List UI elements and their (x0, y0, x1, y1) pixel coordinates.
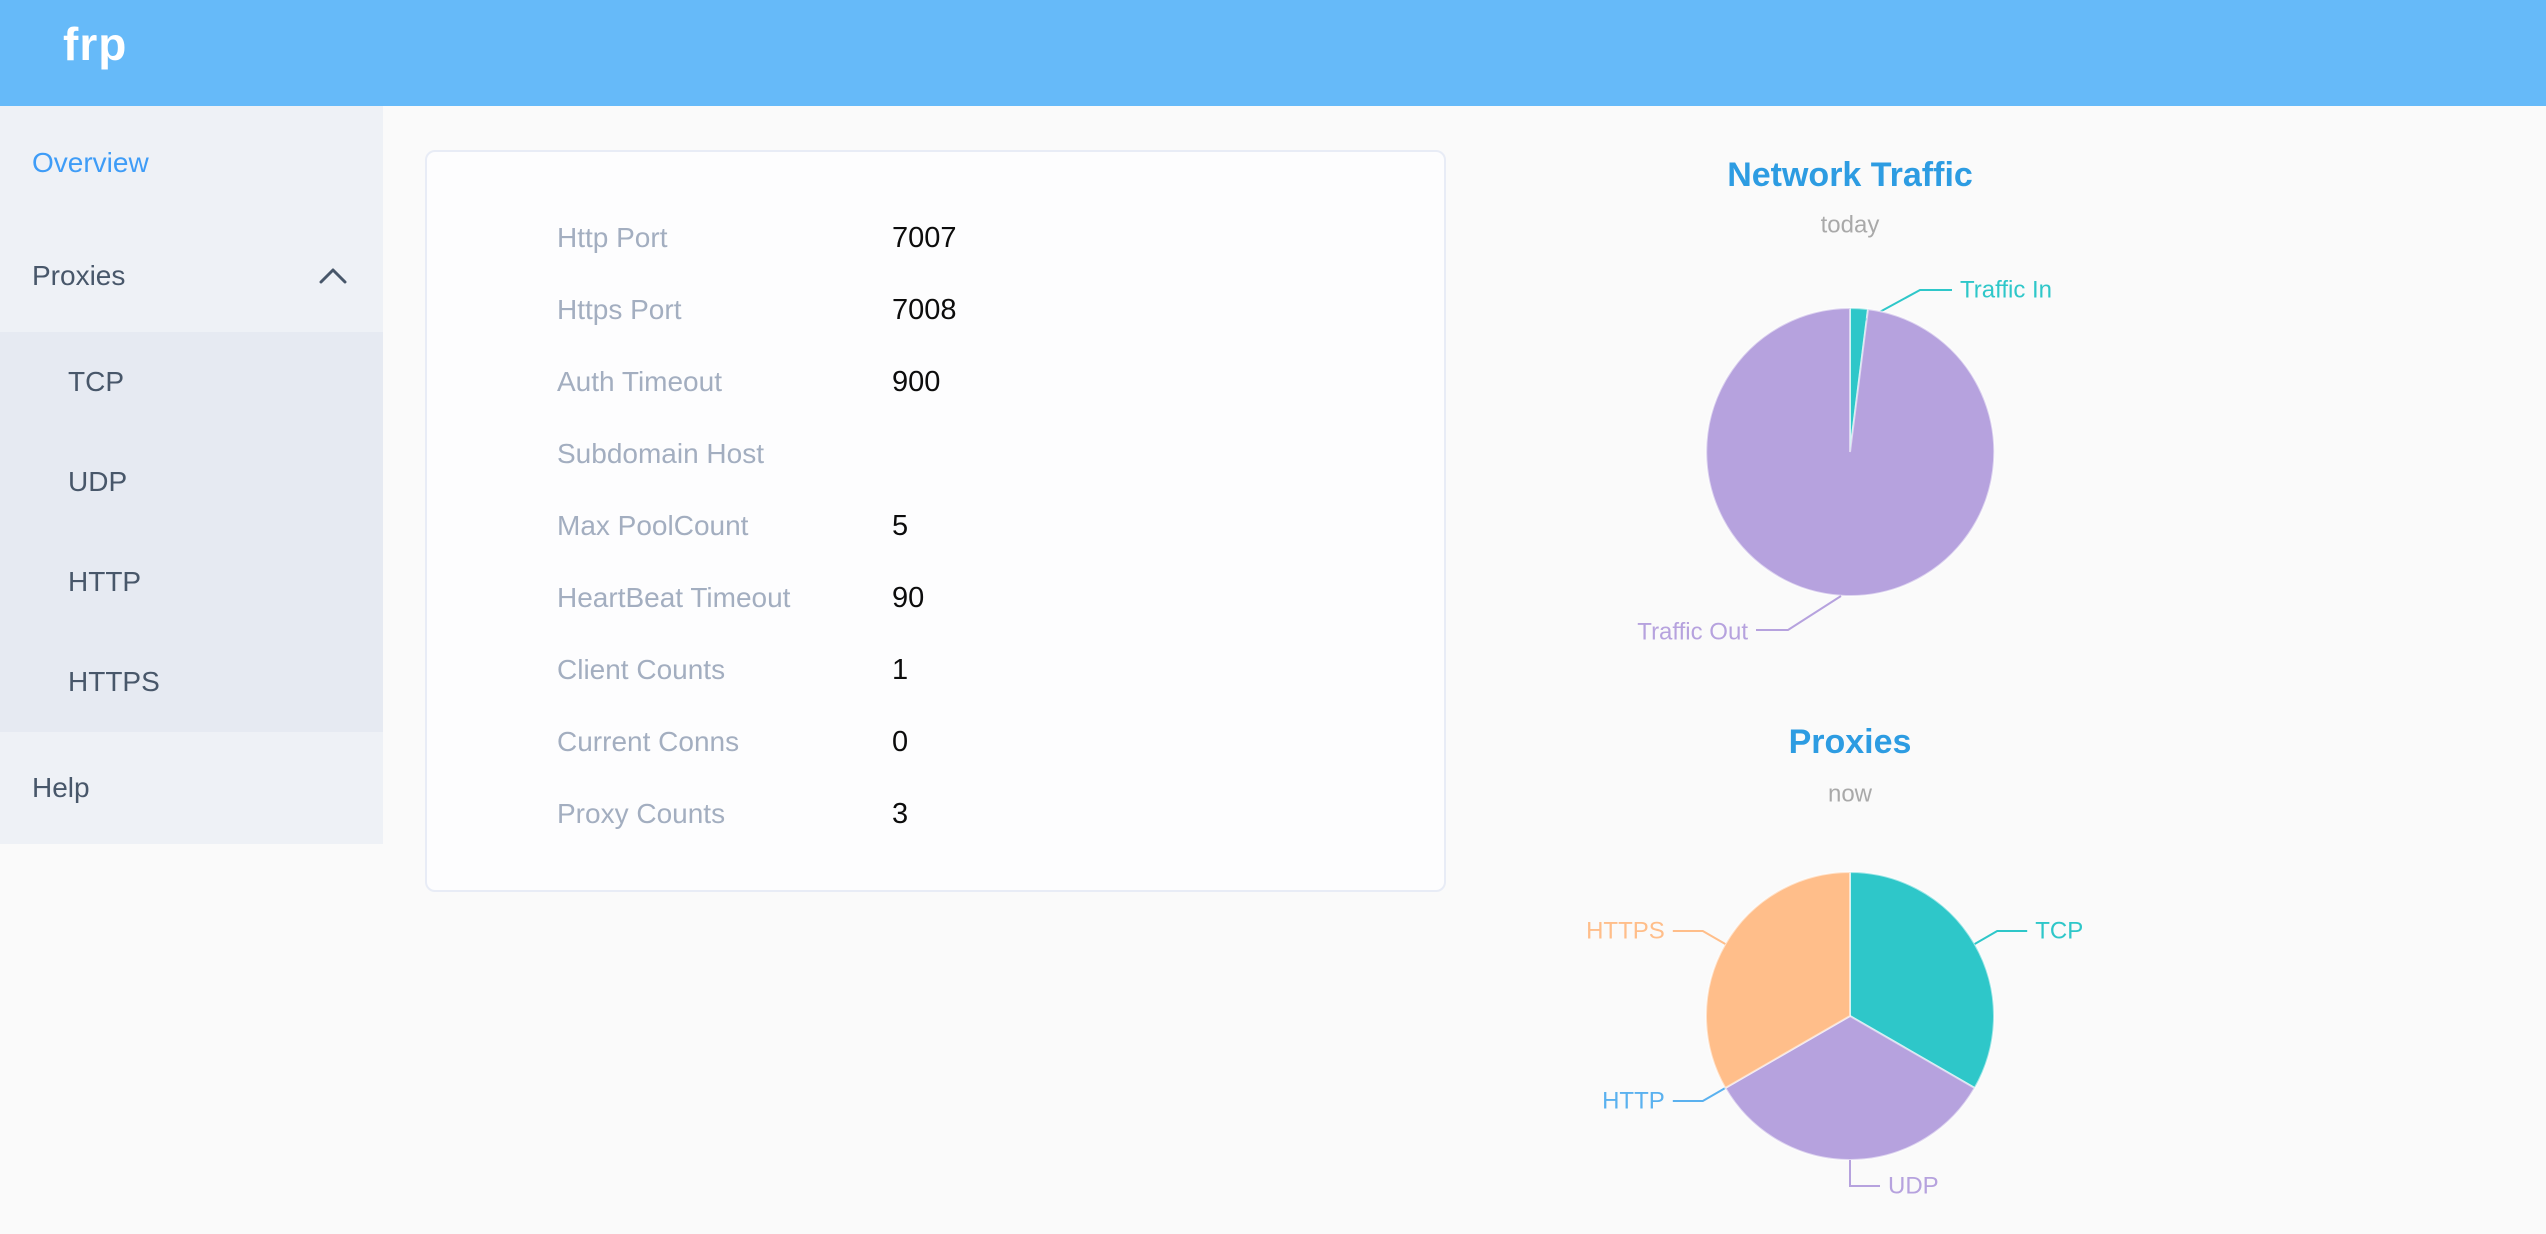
chart-subtitle: now (1828, 781, 1873, 808)
config-row: Https Port 7008 (557, 274, 1444, 346)
sidebar-item-label: Help (32, 772, 90, 803)
proxies-submenu: TCP UDP HTTP HTTPS (0, 332, 383, 732)
config-value: 5 (892, 509, 909, 542)
pie-slice-traffic-out[interactable] (1705, 306, 1996, 597)
sidebar-item-label: UDP (68, 466, 128, 497)
server-config-card: Http Port 7007 Https Port 7008 Auth Time… (425, 150, 1446, 892)
pie-label-line (1756, 595, 1842, 631)
sidebar-item-https[interactable]: HTTPS (0, 632, 383, 732)
top-navbar: frp (0, 0, 2546, 106)
sidebar-item-http[interactable]: HTTP (0, 532, 383, 632)
config-value: 90 (892, 581, 925, 614)
config-row: Auth Timeout 900 (557, 346, 1444, 418)
config-value: 3 (892, 797, 909, 830)
config-label: Current Conns (557, 726, 740, 757)
config-label: HeartBeat Timeout (557, 582, 791, 613)
pie-label-line (1672, 930, 1726, 945)
sidebar-item-label: HTTPS (68, 666, 160, 697)
chart-title: Proxies (1789, 723, 1912, 761)
config-row: HeartBeat Timeout 90 (557, 562, 1444, 634)
pie-label-line (1672, 1087, 1726, 1102)
config-row: Current Conns 0 (557, 706, 1444, 778)
config-label: Auth Timeout (557, 366, 722, 397)
sidebar-item-overview[interactable]: Overview (0, 106, 383, 220)
sidebar-item-label: Proxies (32, 260, 126, 291)
frp-logo: frp (63, 18, 128, 70)
proxies-chart: Proxies now TCP UDP HTTP HTTPS (1586, 723, 2083, 1200)
config-row: Proxy Counts 3 (557, 778, 1444, 850)
pie-label-udp: UDP (1888, 1173, 1939, 1200)
pie-label-https: HTTPS (1586, 918, 1665, 945)
sidebar-item-udp[interactable]: UDP (0, 432, 383, 532)
pie-label-tcp: TCP (2035, 918, 2083, 945)
sidebar-item-label: TCP (68, 366, 124, 397)
pie-label-traffic-in: Traffic In (1960, 277, 2052, 304)
pie-slice-udp[interactable] (1723, 1014, 1977, 1161)
sidebar-item-tcp[interactable]: TCP (0, 332, 383, 432)
config-row: Http Port 7007 (557, 202, 1444, 274)
config-label: Https Port (557, 294, 682, 325)
pie-label-line (1864, 289, 1952, 321)
config-row: Subdomain Host (557, 418, 1444, 490)
sidebar: Overview Proxies TCP UDP HTTP HTTPS Help (0, 106, 383, 844)
config-label: Proxy Counts (557, 798, 726, 829)
config-value: 0 (892, 725, 909, 758)
pie-slice-https[interactable] (1705, 870, 1851, 1090)
pie-label-line (1974, 930, 2028, 945)
config-label: Max PoolCount (557, 510, 749, 541)
config-row: Client Counts 1 (557, 634, 1444, 706)
config-label: Http Port (557, 222, 668, 253)
pie-slice-tcp[interactable] (1849, 870, 1995, 1090)
sidebar-item-help[interactable]: Help (0, 732, 383, 844)
sidebar-item-label: HTTP (68, 566, 142, 597)
config-value: 7008 (892, 293, 957, 326)
config-label: Subdomain Host (557, 438, 765, 469)
pie-label-http: HTTP (1602, 1088, 1665, 1115)
config-row: Max PoolCount 5 (557, 490, 1444, 562)
config-value: 7007 (892, 221, 957, 254)
chart-subtitle: today (1821, 212, 1880, 239)
sidebar-item-label: Overview (32, 147, 149, 178)
network-traffic-chart: Network Traffic today Traffic In Traffic … (1637, 156, 2052, 646)
chart-title: Network Traffic (1727, 156, 1973, 194)
pie-label-traffic-out: Traffic Out (1637, 619, 1748, 646)
config-label: Client Counts (557, 654, 726, 685)
pie-label-line (1849, 1160, 1880, 1187)
chevron-up-icon[interactable] (319, 267, 347, 285)
config-value: 1 (892, 653, 909, 686)
config-value: 900 (892, 365, 941, 398)
sidebar-item-proxies[interactable]: Proxies (0, 220, 383, 332)
